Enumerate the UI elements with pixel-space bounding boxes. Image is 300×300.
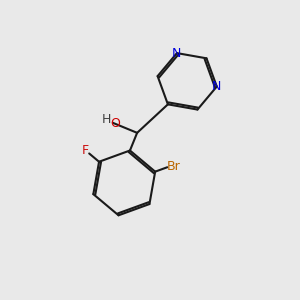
Text: F: F bbox=[82, 144, 89, 157]
Text: Br: Br bbox=[166, 160, 180, 172]
Text: H: H bbox=[102, 113, 111, 127]
Text: N: N bbox=[212, 80, 221, 93]
Text: O: O bbox=[110, 117, 120, 130]
Text: N: N bbox=[172, 46, 182, 60]
